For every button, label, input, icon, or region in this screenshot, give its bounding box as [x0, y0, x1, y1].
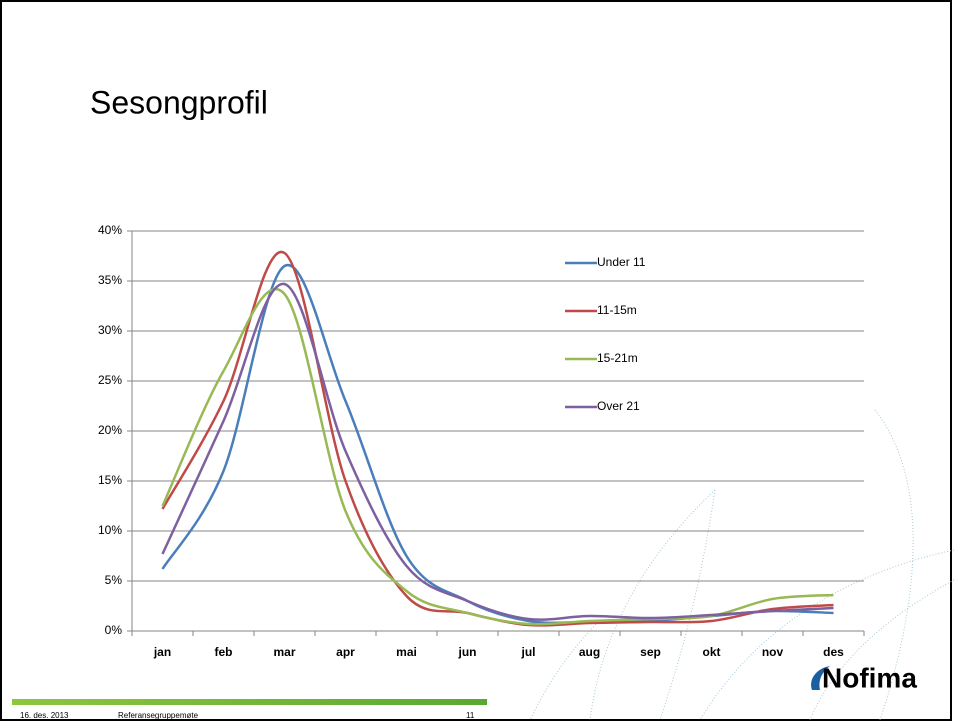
legend-label: Under 11: [597, 255, 646, 269]
x-tick-label: des: [823, 645, 844, 659]
legend-label: 15-21m: [597, 351, 638, 365]
x-tick-label: mai: [396, 645, 417, 659]
y-tick-label: 35%: [98, 273, 122, 287]
y-tick-label: 40%: [98, 223, 122, 237]
x-tick-label: jan: [153, 645, 171, 659]
legend-label: 11-15m: [597, 303, 637, 317]
y-tick-label: 5%: [105, 573, 123, 587]
x-tick-label: mar: [273, 645, 295, 659]
x-tick-label: apr: [336, 645, 355, 659]
logo-mark: [811, 666, 830, 690]
series-line: [161, 250, 834, 627]
y-tick-label: 30%: [98, 323, 122, 337]
footer-date: 16. des. 2013: [20, 711, 69, 720]
x-tick-label: sep: [640, 645, 661, 659]
x-tick-label: aug: [579, 645, 600, 659]
logo: Nofima: [822, 662, 917, 693]
x-tick-label: nov: [762, 645, 784, 659]
y-tick-label: 0%: [105, 623, 123, 637]
series-line: [161, 287, 834, 626]
footer-title: Referansegruppemøte: [118, 711, 199, 720]
series-line: [161, 282, 834, 621]
y-tick-label: 25%: [98, 373, 122, 387]
y-tick-label: 15%: [98, 473, 122, 487]
slide-title: Sesongprofil: [90, 84, 268, 120]
y-tick-label: 10%: [98, 523, 122, 537]
legend-label: Over 21: [597, 399, 640, 413]
x-tick-label: feb: [215, 645, 233, 659]
x-tick-label: okt: [703, 645, 721, 659]
y-tick-label: 20%: [98, 423, 122, 437]
footer-bar: [12, 699, 487, 705]
x-tick-label: jul: [521, 645, 536, 659]
plot: 0% 5% 10% 15% 20% 25% 30% 35% 40% jan feb mar apr mai…: [98, 223, 865, 659]
footer-page: 11: [466, 711, 475, 720]
x-tick-label: jun: [458, 645, 477, 659]
